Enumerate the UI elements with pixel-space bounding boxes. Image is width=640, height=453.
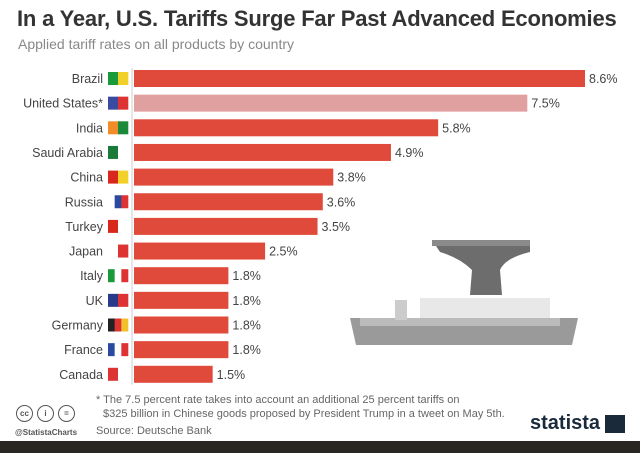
flag-icon bbox=[118, 293, 129, 307]
value-label: 1.8% bbox=[232, 319, 261, 333]
flag-icon bbox=[121, 195, 129, 209]
bar bbox=[134, 291, 229, 309]
flag-icon bbox=[114, 195, 122, 209]
bar bbox=[134, 193, 323, 211]
bar bbox=[134, 143, 391, 161]
bar bbox=[134, 217, 318, 235]
category-label: France bbox=[64, 343, 103, 357]
bar bbox=[134, 341, 229, 359]
twitter-handle: @StatistaCharts bbox=[15, 428, 78, 437]
flag-icon bbox=[121, 269, 129, 283]
value-label: 7.5% bbox=[531, 97, 560, 111]
category-label: Italy bbox=[80, 269, 104, 283]
category-label: Saudi Arabia bbox=[32, 146, 103, 160]
flag-icon bbox=[108, 367, 119, 381]
bar bbox=[134, 316, 229, 334]
category-label: Germany bbox=[52, 319, 104, 333]
category-label: China bbox=[70, 171, 103, 185]
value-label: 3.8% bbox=[337, 171, 366, 185]
flag-icon bbox=[114, 318, 122, 332]
category-label: Japan bbox=[69, 245, 103, 259]
footnote: * The 7.5 percent rate takes into accoun… bbox=[96, 393, 505, 421]
flag-icon bbox=[108, 318, 115, 332]
flag-icon bbox=[108, 269, 115, 283]
source: Source: Deutsche Bank bbox=[96, 425, 212, 437]
category-label: Canada bbox=[59, 368, 103, 382]
statista-logo[interactable]: statista bbox=[530, 412, 626, 435]
logo-icon bbox=[605, 414, 626, 433]
category-label: Turkey bbox=[65, 220, 103, 234]
bar bbox=[134, 242, 266, 260]
value-label: 1.5% bbox=[217, 368, 246, 382]
value-label: 5.8% bbox=[442, 121, 471, 135]
chart-subtitle: Applied tariff rates on all products by … bbox=[18, 36, 295, 52]
bottom-bar bbox=[0, 441, 640, 453]
bar bbox=[134, 168, 334, 186]
flag-icon bbox=[118, 170, 129, 184]
flag-icon bbox=[108, 343, 115, 357]
value-label: 2.5% bbox=[269, 245, 298, 259]
flag-icon bbox=[108, 170, 119, 184]
flag-icon bbox=[121, 318, 129, 332]
no-derivatives-icon: = bbox=[58, 405, 75, 422]
value-label: 1.8% bbox=[232, 294, 261, 308]
flag-icon bbox=[114, 269, 122, 283]
flag-icon bbox=[114, 343, 122, 357]
anvil-illustration bbox=[350, 240, 578, 345]
value-label: 3.6% bbox=[327, 195, 356, 209]
value-label: 8.6% bbox=[589, 72, 618, 86]
flag-icon bbox=[108, 145, 119, 159]
footnote-line-1: * The 7.5 percent rate takes into accoun… bbox=[96, 394, 460, 406]
creative-commons-icons: cc i = bbox=[16, 405, 75, 422]
flag-icon bbox=[108, 72, 119, 85]
bar bbox=[134, 94, 528, 112]
logo-text: statista bbox=[530, 412, 601, 434]
bar bbox=[134, 70, 585, 87]
value-label: 4.9% bbox=[395, 146, 424, 160]
flag-icon bbox=[118, 244, 129, 258]
flag-icon bbox=[118, 72, 129, 85]
chart-title: In a Year, U.S. Tariffs Surge Far Past A… bbox=[17, 6, 617, 31]
flag-icon bbox=[121, 343, 129, 357]
cc-icon: cc bbox=[16, 405, 33, 422]
flag-icon bbox=[118, 219, 129, 233]
bar bbox=[134, 119, 439, 137]
flag-icon bbox=[118, 96, 129, 110]
value-label: 1.8% bbox=[232, 343, 261, 357]
flag-icon bbox=[118, 121, 129, 135]
category-label: India bbox=[76, 121, 103, 135]
category-label: UK bbox=[86, 294, 104, 308]
category-label: Brazil bbox=[72, 72, 103, 86]
flag-icon bbox=[108, 121, 119, 135]
value-label: 1.8% bbox=[232, 269, 261, 283]
flag-icon bbox=[108, 219, 119, 233]
flag-icon bbox=[108, 293, 119, 307]
attribution-icon: i bbox=[37, 405, 54, 422]
flag-icon bbox=[118, 145, 129, 159]
flag-icon bbox=[118, 367, 129, 381]
flag-icon bbox=[108, 244, 119, 258]
flag-icon bbox=[108, 96, 119, 110]
bar bbox=[134, 365, 213, 383]
flag-icon bbox=[108, 195, 115, 209]
category-label: United States* bbox=[23, 97, 103, 111]
value-label: 3.5% bbox=[322, 220, 351, 234]
bar-chart: Brazil 8.6% United States* 7.5% India 5.8% Sau… bbox=[23, 68, 618, 385]
bar bbox=[134, 267, 229, 285]
category-label: Russia bbox=[65, 195, 103, 209]
footnote-line-2: $325 billion in Chinese goods proposed b… bbox=[103, 408, 505, 420]
